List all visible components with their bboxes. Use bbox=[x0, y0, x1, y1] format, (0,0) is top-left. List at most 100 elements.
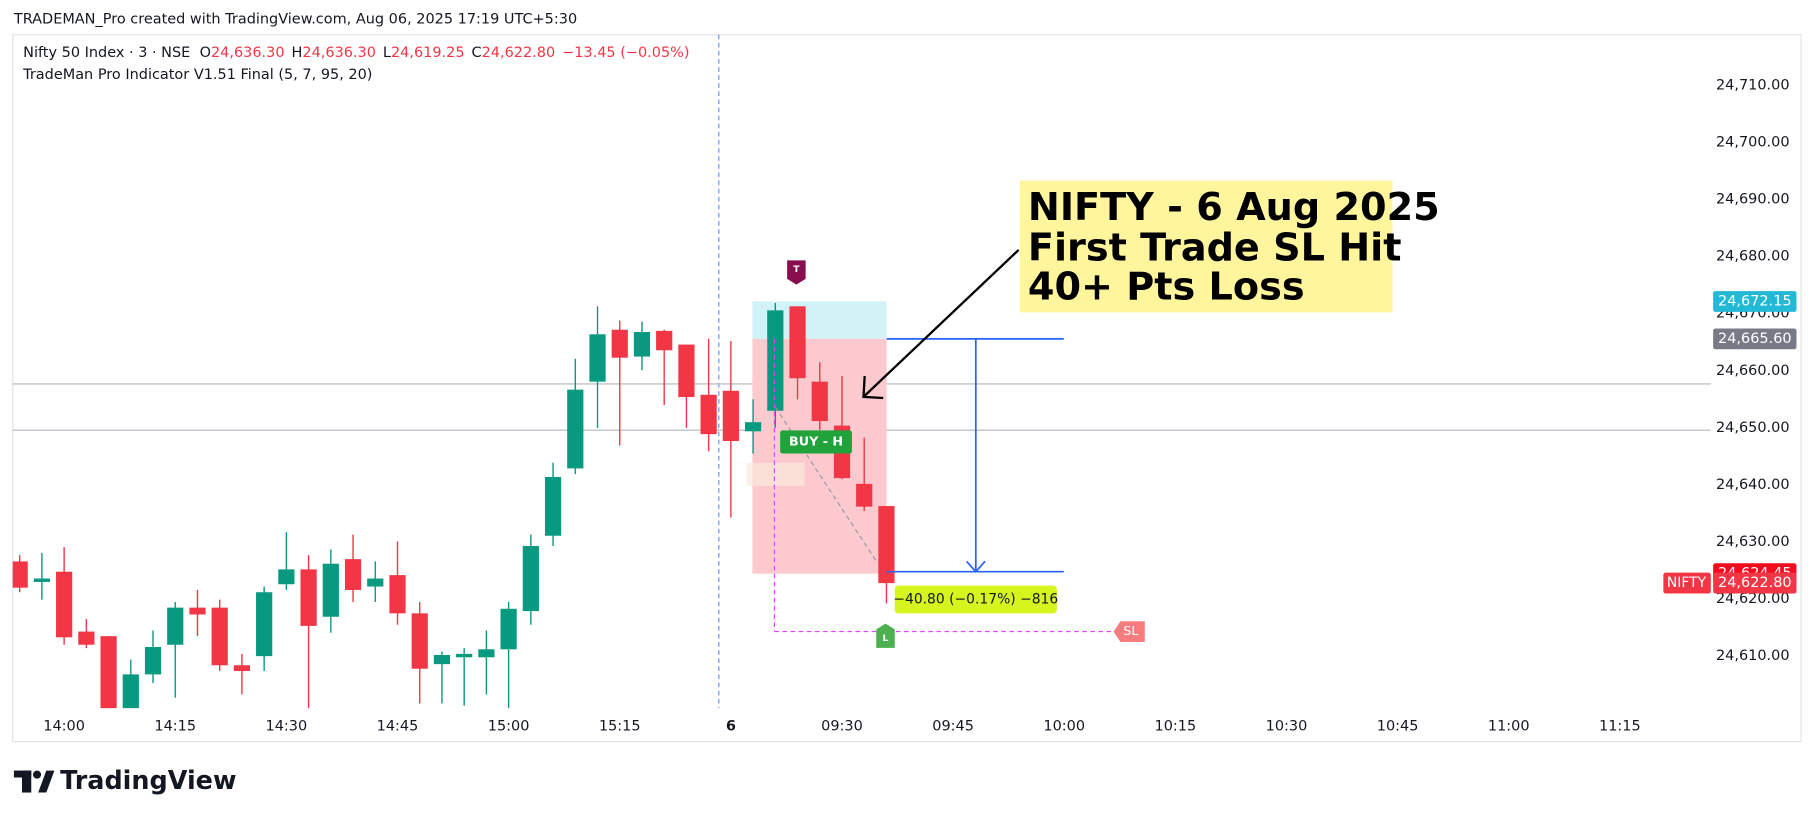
candle-body bbox=[211, 607, 228, 666]
candle-body bbox=[344, 559, 362, 590]
measure-label: −40.80 (−0.17%) −816 bbox=[893, 591, 1058, 607]
x-tick-label: 15:15 bbox=[599, 719, 641, 735]
annotation-box bbox=[1019, 180, 1393, 313]
x-tick-label: 09:45 bbox=[932, 719, 974, 735]
candle-body bbox=[678, 344, 695, 398]
annotation-arrowhead bbox=[862, 375, 884, 400]
candle-body bbox=[589, 334, 606, 382]
candle-body bbox=[633, 332, 651, 357]
indicator-name: TradeMan Pro Indicator V1.51 Final (5, 7… bbox=[22, 67, 372, 83]
entry-price-label-box bbox=[1713, 328, 1797, 350]
x-tick-label: 14:00 bbox=[43, 719, 85, 735]
candle-body bbox=[478, 649, 495, 658]
measure-label-box bbox=[894, 585, 1057, 614]
faint-box bbox=[746, 462, 805, 486]
y-tick-label: 24,700.00 bbox=[1716, 135, 1790, 151]
marker-label: L bbox=[883, 633, 889, 644]
candle-body bbox=[189, 607, 206, 615]
last-price-label: 24,622.80 bbox=[1718, 575, 1792, 591]
candle-body bbox=[744, 422, 762, 432]
candle-body bbox=[611, 329, 628, 358]
y-tick-label: 24,640.00 bbox=[1716, 477, 1790, 493]
trend-dash bbox=[775, 406, 877, 562]
signal-label: BUY - H bbox=[789, 433, 843, 448]
annotation-line: NIFTY - 6 Aug 2025 bbox=[1028, 186, 1440, 230]
legend-key: L bbox=[383, 45, 391, 61]
target-price-label: 24,672.15 bbox=[1718, 293, 1792, 309]
signal-label-box bbox=[780, 430, 852, 454]
annotation-line: 40+ Pts Loss bbox=[1028, 266, 1305, 310]
annotation-arrow bbox=[862, 249, 1020, 398]
y-tick-label: 24,660.00 bbox=[1716, 363, 1790, 379]
candle-body bbox=[878, 506, 895, 584]
x-tick-label: 10:15 bbox=[1155, 719, 1197, 735]
x-tick-label: 6 bbox=[726, 719, 736, 735]
stop-tag-label: SL bbox=[1123, 623, 1139, 638]
candle-body bbox=[278, 569, 295, 585]
symbol: Nifty 50 Index · 3 · NSE bbox=[23, 45, 190, 61]
x-tick-label: 14:45 bbox=[377, 719, 419, 735]
candle-body bbox=[56, 571, 73, 638]
candle-body bbox=[456, 653, 473, 658]
stop-tag bbox=[1113, 621, 1145, 643]
x-tick-label: 10:45 bbox=[1377, 719, 1419, 735]
x-tick-label: 10:30 bbox=[1266, 719, 1308, 735]
candle-body bbox=[122, 674, 139, 709]
candle-body bbox=[722, 390, 739, 442]
plot-layer: 24,610.00 24,620.00 24,630.00 24,640.00 24,6… bbox=[12, 77, 1797, 735]
y-tick-label: 24,620.00 bbox=[1716, 591, 1790, 607]
marker-shape bbox=[787, 260, 806, 285]
candle-body bbox=[389, 575, 406, 614]
marker-shape bbox=[876, 623, 895, 648]
x-tick-label: 10:00 bbox=[1043, 719, 1085, 735]
brand-name: TradingView bbox=[60, 766, 236, 796]
candle-body bbox=[167, 607, 184, 645]
candle-body bbox=[811, 381, 828, 422]
measure-arrowhead bbox=[965, 560, 986, 573]
candle-body bbox=[544, 476, 562, 536]
y-tick-label: 24,680.00 bbox=[1716, 249, 1790, 265]
candle-body bbox=[656, 330, 673, 351]
symbol-tag: NIFTY bbox=[1667, 575, 1707, 591]
legend-value: 24,636.30 bbox=[211, 45, 285, 61]
legend-value: 24,636.30 bbox=[302, 45, 376, 61]
marker-label: T bbox=[793, 264, 800, 275]
candle-body bbox=[411, 613, 428, 669]
candle-body bbox=[78, 631, 95, 645]
header-title: TRADEMAN_Pro created with TradingView.co… bbox=[13, 12, 577, 28]
logo-part bbox=[21, 770, 32, 793]
candle-body bbox=[233, 665, 251, 671]
legend-key: C bbox=[471, 45, 481, 61]
candle-body bbox=[256, 592, 273, 657]
candle-body bbox=[500, 608, 517, 650]
logo-part bbox=[32, 770, 42, 779]
y-tick-label: 24,650.00 bbox=[1716, 420, 1790, 436]
logo-part bbox=[38, 770, 55, 793]
x-tick-label: 09:30 bbox=[821, 719, 863, 735]
legend: Nifty 50 Index · 3 · NSE O24,636.30 H24,63… bbox=[23, 45, 689, 61]
candle-body bbox=[433, 654, 451, 665]
y-tick-label: 24,690.00 bbox=[1716, 192, 1790, 208]
entry-price-label: 24,665.60 bbox=[1718, 331, 1792, 347]
last-price-label-box bbox=[1713, 572, 1797, 594]
candle-body bbox=[322, 563, 339, 617]
plot-area bbox=[12, 301, 1711, 709]
x-tick-label: 15:00 bbox=[488, 719, 530, 735]
y-tick-label: 24,630.00 bbox=[1716, 534, 1790, 550]
candle-body bbox=[33, 578, 51, 582]
candle-body bbox=[856, 483, 873, 507]
candle-body bbox=[522, 546, 539, 612]
candle-body bbox=[789, 306, 806, 379]
brand-logo bbox=[13, 770, 55, 793]
legend-key: O bbox=[200, 45, 211, 61]
legend-change: −13.45 (−0.05%) bbox=[562, 45, 689, 61]
candle-body bbox=[567, 389, 584, 469]
candle-body bbox=[700, 394, 717, 435]
candle-body bbox=[300, 569, 317, 626]
target-price-label-box bbox=[1713, 291, 1797, 312]
symbol-tag-box bbox=[1663, 572, 1711, 594]
y-tick-label: 24,610.00 bbox=[1716, 648, 1790, 664]
